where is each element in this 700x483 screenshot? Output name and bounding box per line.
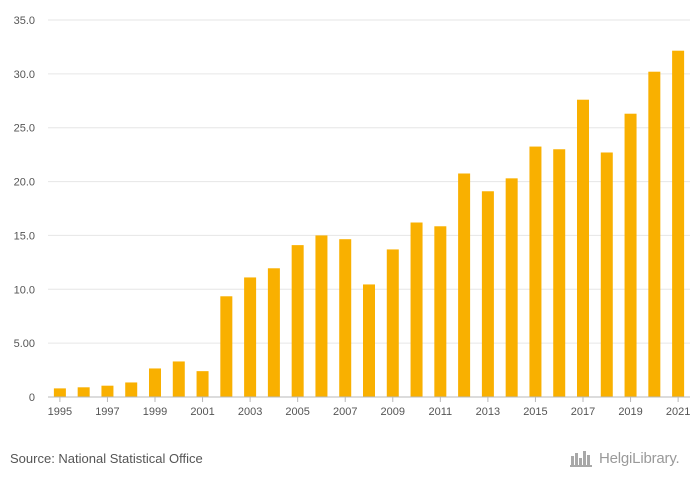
x-tick-label: 1997: [95, 406, 119, 418]
source-note: Source: National Statistical Office: [10, 451, 203, 466]
x-tick-label: 2021: [666, 406, 690, 418]
y-tick-label: 0: [29, 392, 35, 404]
bar-2007[interactable]: [339, 239, 352, 397]
bar-1995[interactable]: [53, 388, 66, 397]
y-tick-label: 35.0: [14, 15, 35, 27]
x-tick-label: 2011: [429, 406, 453, 418]
bar-2016[interactable]: [553, 149, 566, 397]
y-tick-label: 10.0: [14, 284, 35, 296]
bar-1997[interactable]: [101, 385, 114, 397]
helgi-library-logo[interactable]: HelgiLibrary.: [570, 449, 680, 467]
bar-2008[interactable]: [363, 284, 375, 397]
x-tick-label: 2007: [333, 406, 357, 418]
bar-2020[interactable]: [648, 71, 661, 398]
bar-2017[interactable]: [577, 99, 589, 398]
x-tick-label: 2001: [190, 406, 214, 418]
bar-2015[interactable]: [529, 146, 542, 397]
bar-2002[interactable]: [220, 296, 233, 397]
bar-2014[interactable]: [505, 178, 518, 397]
bar-2012[interactable]: [458, 173, 471, 397]
bar-2006[interactable]: [315, 235, 328, 397]
bar-2001[interactable]: [196, 371, 209, 397]
x-tick-label: 2005: [285, 406, 309, 418]
bar-2013[interactable]: [481, 191, 494, 397]
bar-2005[interactable]: [291, 245, 304, 397]
logo-text: HelgiLibrary.: [599, 449, 680, 467]
y-tick-label: 20.0: [14, 177, 35, 189]
bar-1998[interactable]: [125, 382, 138, 397]
x-tick-label: 2009: [381, 406, 405, 418]
bar-1996[interactable]: [77, 387, 90, 397]
bar-2018[interactable]: [600, 152, 613, 397]
y-tick-label: 30.0: [14, 69, 35, 81]
x-tick-label: 2013: [476, 406, 500, 418]
x-tick-label: 1999: [143, 406, 167, 418]
x-tick-label: 2015: [523, 406, 547, 418]
bar-2019[interactable]: [624, 113, 637, 397]
bar-2009[interactable]: [386, 249, 399, 397]
x-tick-label: 2019: [618, 406, 642, 418]
bar-2004[interactable]: [267, 268, 280, 397]
bar-1999[interactable]: [149, 368, 161, 397]
y-tick-label: 25.0: [14, 123, 35, 135]
y-tick-label: 5.00: [14, 338, 35, 350]
library-icon: [570, 451, 592, 467]
bar-2010[interactable]: [410, 222, 423, 397]
x-tick-label: 2003: [238, 406, 262, 418]
x-tick-label: 2017: [571, 406, 595, 418]
bar-chart: 0 5.00 10.0 15.0 20.0 25.0 30.0 35.0 1995 1997 19…: [14, 15, 691, 418]
bar-2000[interactable]: [172, 361, 185, 397]
y-tick-label: 15.0: [14, 230, 35, 242]
bar-2021[interactable]: [672, 50, 685, 397]
bar-2011[interactable]: [434, 226, 447, 397]
bar-2003[interactable]: [244, 277, 257, 397]
x-tick-label: 1995: [48, 406, 72, 418]
